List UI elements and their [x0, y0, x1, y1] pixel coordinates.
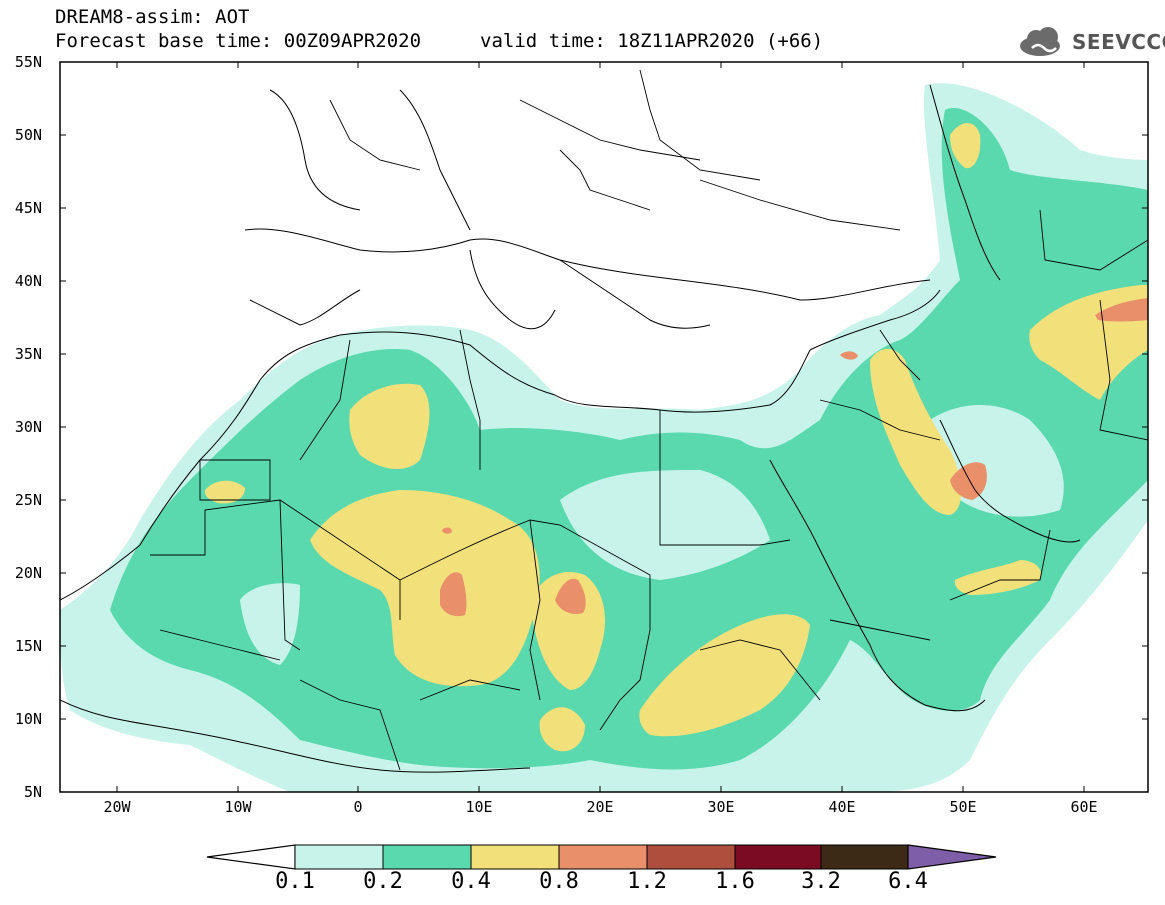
lon-label: 0: [353, 798, 363, 816]
colorbar-tick-label: 6.4: [888, 869, 928, 894]
colorbar-bin-0.2-0.4: [382, 844, 472, 870]
aot-contour-0.1-hole: [560, 470, 770, 580]
lat-label: 45N: [14, 199, 42, 217]
aot-contour-0.1-hole: [240, 583, 300, 665]
lon-label: 20E: [586, 798, 614, 816]
cloud-icon: [1020, 27, 1060, 56]
lon-label: 40E: [828, 798, 856, 816]
colorbar-bin-0.1-0.2: [294, 844, 384, 870]
lon-label: 10E: [465, 798, 493, 816]
map-title: DREAM8-assim: AOT: [55, 6, 250, 28]
lat-label: 55N: [14, 53, 42, 71]
lat-label: 10N: [14, 710, 42, 728]
aot-contour-0.4: [204, 480, 245, 504]
aot-contour-0.8: [442, 527, 452, 534]
lat-label: 35N: [14, 345, 42, 363]
lat-label: 5N: [23, 783, 42, 801]
valid-time-label: valid time: 18Z11APR2020 (+66): [480, 30, 824, 52]
lon-label: 50E: [949, 798, 977, 816]
colorbar-tick-label: 1.6: [715, 869, 755, 894]
aot-contour-0.4: [349, 383, 430, 470]
lat-label: 15N: [14, 637, 42, 655]
logo: [1020, 27, 1060, 56]
colorbar-tick-label: 0.1: [275, 869, 315, 894]
colorbar-bin-0.4-0.8: [470, 844, 560, 870]
aot-contour-0.4: [954, 560, 1042, 595]
lon-label: 10W: [224, 798, 252, 816]
aot-contour-0.4: [530, 571, 605, 690]
colorbar-bin-1.6-3.2: [734, 844, 822, 870]
colorbar-bin-0.8-1.2: [558, 844, 648, 870]
lat-label: 30N: [14, 418, 42, 436]
aot-contour-0.8: [555, 578, 586, 614]
aot-contour-0.4: [539, 707, 585, 752]
aot-contour-0.4: [310, 490, 540, 687]
colorbar: [206, 844, 997, 870]
aot-contour-0.2: [110, 108, 1148, 770]
lon-label: 60E: [1070, 798, 1098, 816]
logo-text: SEEVCCC: [1072, 30, 1165, 54]
colorbar-tick-label: 0.2: [363, 869, 403, 894]
aot-contour-0.4: [950, 122, 981, 169]
aot-contour-0.8: [840, 351, 858, 360]
aot-field: [60, 83, 1148, 792]
aot-contour-0.8: [1095, 298, 1148, 322]
colorbar-under-triangle: [206, 844, 296, 870]
colorbar-tick-label: 0.8: [539, 869, 579, 894]
colorbar-over-triangle: [907, 844, 997, 870]
country-borders: [150, 69, 1148, 771]
aot-contour-0.4: [870, 348, 962, 515]
lat-label: 25N: [14, 491, 42, 509]
colorbar-bin-3.2-6.4: [820, 844, 909, 870]
lat-label: 50N: [14, 126, 42, 144]
lon-label: 30E: [707, 798, 735, 816]
colorbar-tick-label: 3.2: [801, 869, 841, 894]
base-time-label: Forecast base time: 00Z09APR2020: [55, 30, 422, 52]
lat-label: 40N: [14, 272, 42, 290]
colorbar-tick-label: 0.4: [451, 869, 491, 894]
aot-contour-0.8: [950, 462, 987, 500]
colorbar-tick-label: 1.2: [627, 869, 667, 894]
lon-label: 20W: [103, 798, 131, 816]
aot-contour-0.4: [639, 614, 810, 737]
coastlines: [60, 84, 1081, 773]
aot-contour-0.8: [440, 572, 467, 617]
lat-label: 20N: [14, 564, 42, 582]
axis-ticks: [60, 61, 1148, 793]
colorbar-bin-1.2-1.6: [646, 844, 736, 870]
